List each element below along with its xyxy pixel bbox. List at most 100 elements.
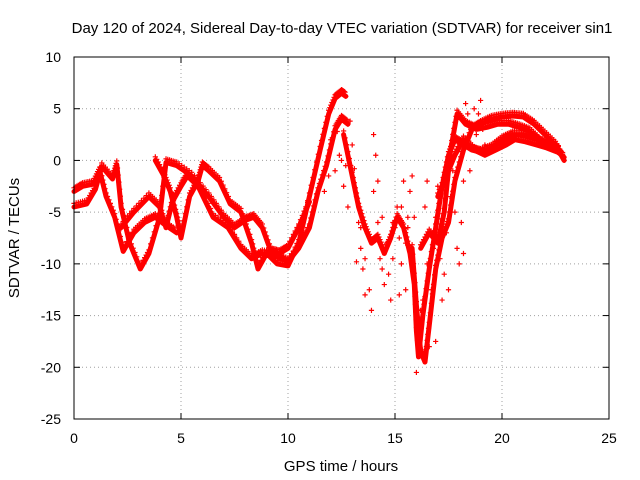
track-1-point — [159, 192, 165, 199]
track-1-point — [92, 183, 98, 189]
x-tick-label: 15 — [387, 430, 403, 446]
track-5-point — [466, 130, 472, 136]
scatter-point-16 — [379, 266, 385, 272]
track-1-point — [218, 207, 224, 213]
scatter-point-48 — [456, 261, 462, 267]
track-2-point — [166, 208, 172, 214]
track-3-point — [330, 97, 336, 103]
track-4-point — [425, 270, 431, 276]
track-4-point — [363, 224, 369, 230]
track-3-point — [328, 102, 334, 108]
track-5-point — [415, 314, 421, 320]
track-2-point — [143, 192, 150, 199]
track-3-point — [169, 193, 176, 200]
track-4-point — [384, 239, 391, 245]
track-2-point — [229, 228, 235, 234]
scatter-point-65 — [321, 188, 327, 195]
track-3-point — [290, 248, 296, 254]
track-2-point — [312, 197, 318, 203]
scatter-point-36 — [426, 344, 432, 350]
track-1-point — [206, 190, 212, 196]
track-3-point — [326, 107, 332, 113]
track-5-point — [453, 169, 459, 175]
track-2-point — [323, 159, 330, 165]
track-0-point — [116, 228, 122, 234]
track-5-point — [436, 247, 442, 253]
track-2-point — [157, 200, 163, 206]
track-0-point — [114, 222, 121, 228]
track-5-point — [422, 355, 428, 362]
track-5-point — [413, 289, 419, 295]
track-3-point — [176, 221, 182, 227]
track-1-point — [121, 212, 127, 219]
track-6-point — [441, 205, 447, 212]
track-0-point — [113, 216, 119, 222]
track-3-point — [205, 163, 211, 169]
track-1-point — [151, 229, 157, 235]
y-tick-label: -25 — [41, 411, 61, 427]
track-1-point — [288, 235, 295, 241]
track-7-point — [435, 190, 441, 196]
track-2-point — [343, 116, 349, 122]
track-6-point — [449, 137, 455, 144]
track-5-point — [443, 221, 449, 227]
track-7-point — [448, 159, 454, 165]
scatter-point-41 — [437, 256, 443, 262]
track-3-point — [243, 221, 249, 227]
track-2-point — [163, 221, 169, 227]
scatter-point-84 — [482, 142, 488, 148]
track-3-point — [161, 169, 167, 175]
track-7-point — [445, 166, 451, 172]
track-3-point — [165, 180, 171, 186]
scatter-point-70 — [362, 292, 368, 298]
x-axis-label: GPS time / hours — [284, 458, 398, 475]
track-3-point — [162, 172, 168, 178]
track-5-point — [434, 257, 440, 263]
track-6-point — [453, 113, 459, 119]
track-3-point — [252, 249, 258, 256]
scatter-point-62 — [336, 152, 342, 158]
scatter-point-71 — [403, 287, 409, 293]
track-1-point — [118, 200, 124, 206]
track-5-point — [455, 164, 461, 170]
track-3-point — [184, 204, 190, 210]
track-3-point — [301, 213, 307, 219]
track-6-point — [452, 119, 458, 125]
track-3-point — [313, 159, 320, 165]
track-5-point — [415, 322, 422, 328]
track-5-point — [459, 149, 465, 155]
track-4-point — [375, 231, 381, 237]
track-3-point — [197, 167, 203, 173]
track-0-point — [122, 242, 128, 248]
x-tick-label: 0 — [70, 430, 78, 446]
track-5-point — [425, 331, 431, 337]
y-tick-label: 10 — [45, 49, 61, 65]
scatter-point-73 — [424, 261, 430, 267]
track-6-point — [437, 226, 443, 232]
track-4-point — [388, 231, 394, 237]
track-1-point — [259, 221, 265, 227]
track-3-point — [294, 240, 300, 246]
scatter-point-6 — [360, 266, 366, 272]
track-2-point — [325, 153, 331, 159]
track-4-point — [424, 278, 430, 284]
track-3-point — [167, 185, 173, 191]
track-2-point — [165, 212, 171, 219]
y-tick-label: -10 — [41, 256, 61, 272]
track-6-point — [443, 185, 449, 191]
track-3-point — [331, 94, 337, 100]
scatter-point-63 — [341, 183, 347, 189]
track-4-point — [404, 234, 410, 240]
track-2-point — [164, 217, 170, 223]
track-5-point — [560, 151, 566, 157]
track-1-point — [117, 193, 123, 199]
track-0-point — [109, 204, 115, 210]
track-2-point — [313, 191, 320, 197]
track-1-point — [266, 241, 273, 247]
scatter-point-64 — [345, 204, 351, 210]
track-3-point — [166, 182, 172, 188]
track-0-point — [112, 211, 118, 217]
track-2-point — [322, 163, 328, 169]
track-3-point — [312, 167, 318, 173]
scatter-point-19 — [385, 271, 392, 277]
